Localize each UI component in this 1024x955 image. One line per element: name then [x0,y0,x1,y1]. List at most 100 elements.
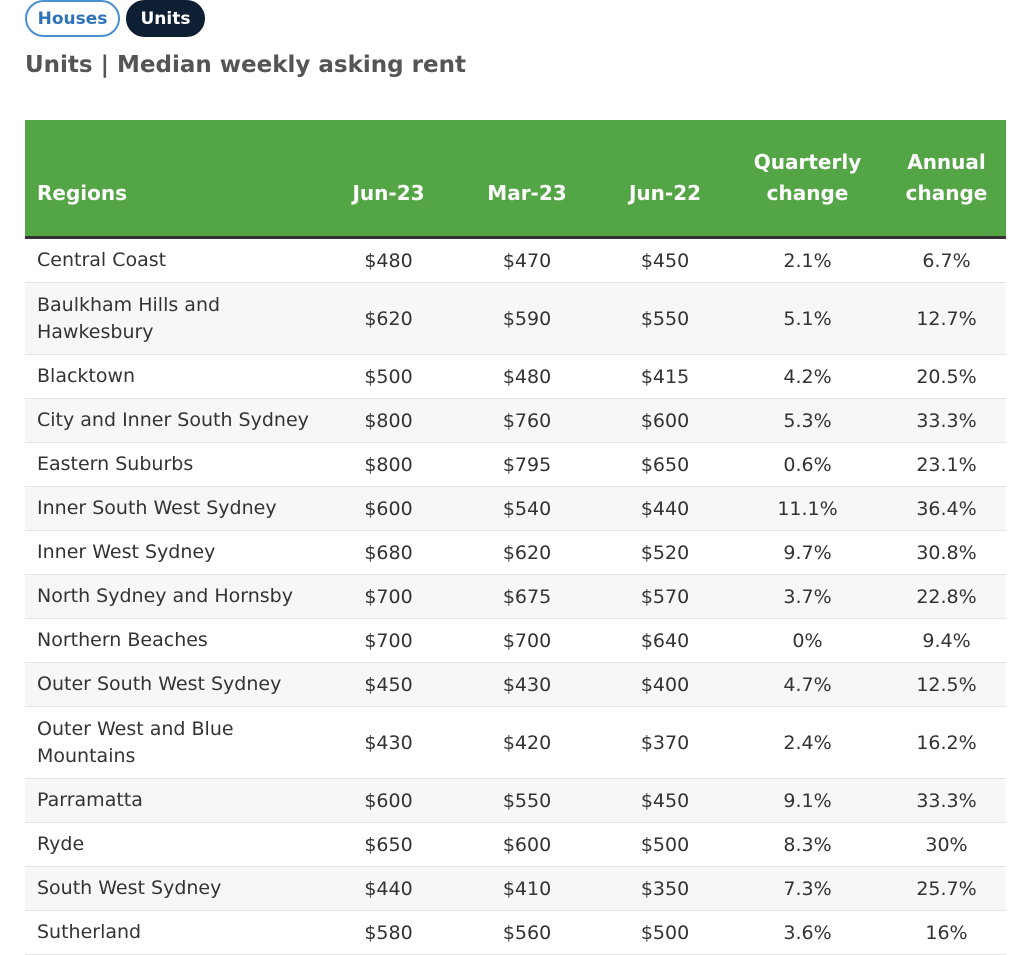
cell-annual-change: 9.4% [887,618,1006,663]
cell-quarterly-change: 3.7% [728,574,887,619]
cell-region: City and Inner South Sydney [25,398,325,443]
cell-jun-23: $430 [325,706,452,779]
cell-quarterly-change: 8.3% [728,822,887,867]
cell-region: Blacktown [25,354,325,399]
cell-jun-22: $500 [602,822,728,867]
cell-region: Sutherland [25,910,325,955]
table-row: Outer West and Blue Mountains $430 $420 $37… [25,706,1006,779]
units-toggle-button[interactable]: Units [126,0,205,37]
header-row: Regions Jun-23 Mar-23 Jun-22 Quarterly c… [25,120,1006,239]
cell-jun-22: $650 [602,442,728,487]
table-row: Central Coast $480 $470 $450 2.1% 6.7% [25,237,1006,283]
cell-jun-22: $640 [602,618,728,663]
cell-jun-23: $680 [325,530,452,575]
cell-quarterly-change: 3.6% [728,910,887,955]
table-row: Inner West Sydney $680 $620 $520 9.7% 30.8% [25,530,1006,575]
cell-quarterly-change: 9.1% [728,778,887,823]
cell-mar-23: $540 [452,486,602,531]
table-row: North Sydney and Hornsby $700 $675 $570 3.7%… [25,574,1006,619]
cell-annual-change: 25.7% [887,866,1006,911]
cell-jun-23: $600 [325,778,452,823]
table-row: Northern Beaches $700 $700 $640 0% 9.4% [25,618,1006,663]
cell-annual-change: 20.5% [887,354,1006,399]
page-title: Units | Median weekly asking rent [25,52,466,78]
cell-region: Inner South West Sydney [25,486,325,531]
cell-quarterly-change: 2.4% [728,706,887,779]
table-row: Parramatta $600 $550 $450 9.1% 33.3% [25,778,1006,823]
cell-quarterly-change: 4.2% [728,354,887,399]
table-row: Sutherland $580 $560 $500 3.6% 16% [25,910,1006,955]
cell-quarterly-change: 5.3% [728,398,887,443]
cell-region: Eastern Suburbs [25,442,325,487]
header-annual-change: Annual change [887,120,1006,239]
cell-jun-22: $570 [602,574,728,619]
cell-mar-23: $410 [452,866,602,911]
cell-annual-change: 16% [887,910,1006,955]
cell-jun-23: $700 [325,618,452,663]
cell-jun-22: $520 [602,530,728,575]
cell-jun-22: $370 [602,706,728,779]
header-jun-22: Jun-22 [602,120,728,239]
table-body: Central Coast $480 $470 $450 2.1% 6.7% Baulkha… [25,237,1006,955]
cell-quarterly-change: 4.7% [728,662,887,707]
cell-mar-23: $795 [452,442,602,487]
cell-region: Inner West Sydney [25,530,325,575]
cell-quarterly-change: 11.1% [728,486,887,531]
cell-mar-23: $620 [452,530,602,575]
cell-mar-23: $700 [452,618,602,663]
cell-mar-23: $430 [452,662,602,707]
cell-jun-22: $450 [602,778,728,823]
cell-annual-change: 36.4% [887,486,1006,531]
cell-jun-23: $480 [325,237,452,283]
cell-mar-23: $590 [452,282,602,355]
header-quarterly-line2: change [766,181,849,205]
cell-region: North Sydney and Hornsby [25,574,325,619]
cell-jun-22: $450 [602,237,728,283]
cell-jun-23: $650 [325,822,452,867]
cell-jun-23: $700 [325,574,452,619]
cell-jun-23: $800 [325,398,452,443]
cell-annual-change: 23.1% [887,442,1006,487]
cell-region: South West Sydney [25,866,325,911]
cell-mar-23: $760 [452,398,602,443]
houses-toggle-button[interactable]: Houses [25,0,120,37]
cell-region: Outer West and Blue Mountains [25,706,325,779]
cell-jun-23: $450 [325,662,452,707]
table-row: Ryde $650 $600 $500 8.3% 30% [25,822,1006,867]
cell-jun-22: $500 [602,910,728,955]
header-annual-line1: Annual [907,150,986,174]
table-row: Eastern Suburbs $800 $795 $650 0.6% 23.1% [25,442,1006,487]
table-row: City and Inner South Sydney $800 $760 $600 5… [25,398,1006,443]
cell-mar-23: $560 [452,910,602,955]
cell-jun-23: $800 [325,442,452,487]
header-annual-line2: change [905,181,988,205]
cell-jun-23: $600 [325,486,452,531]
cell-jun-23: $440 [325,866,452,911]
table-row: Inner South West Sydney $600 $540 $440 11.1%… [25,486,1006,531]
cell-mar-23: $550 [452,778,602,823]
cell-region: Ryde [25,822,325,867]
cell-region: Outer South West Sydney [25,662,325,707]
cell-annual-change: 33.3% [887,398,1006,443]
cell-annual-change: 33.3% [887,778,1006,823]
cell-mar-23: $600 [452,822,602,867]
cell-quarterly-change: 5.1% [728,282,887,355]
header-quarterly-line1: Quarterly [753,150,862,174]
cell-quarterly-change: 7.3% [728,866,887,911]
header-mar-23: Mar-23 [452,120,602,239]
table-row: Outer South West Sydney $450 $430 $400 4.7% 1… [25,662,1006,707]
cell-quarterly-change: 0% [728,618,887,663]
cell-jun-23: $620 [325,282,452,355]
cell-mar-23: $480 [452,354,602,399]
cell-annual-change: 16.2% [887,706,1006,779]
cell-jun-22: $440 [602,486,728,531]
cell-annual-change: 12.5% [887,662,1006,707]
cell-region: Baulkham Hills and Hawkesbury [25,282,325,355]
cell-region: Northern Beaches [25,618,325,663]
cell-annual-change: 12.7% [887,282,1006,355]
cell-region: Central Coast [25,237,325,283]
rent-table: Regions Jun-23 Mar-23 Jun-22 Quarterly c… [25,120,1006,955]
cell-jun-22: $600 [602,398,728,443]
cell-quarterly-change: 0.6% [728,442,887,487]
cell-quarterly-change: 2.1% [728,237,887,283]
